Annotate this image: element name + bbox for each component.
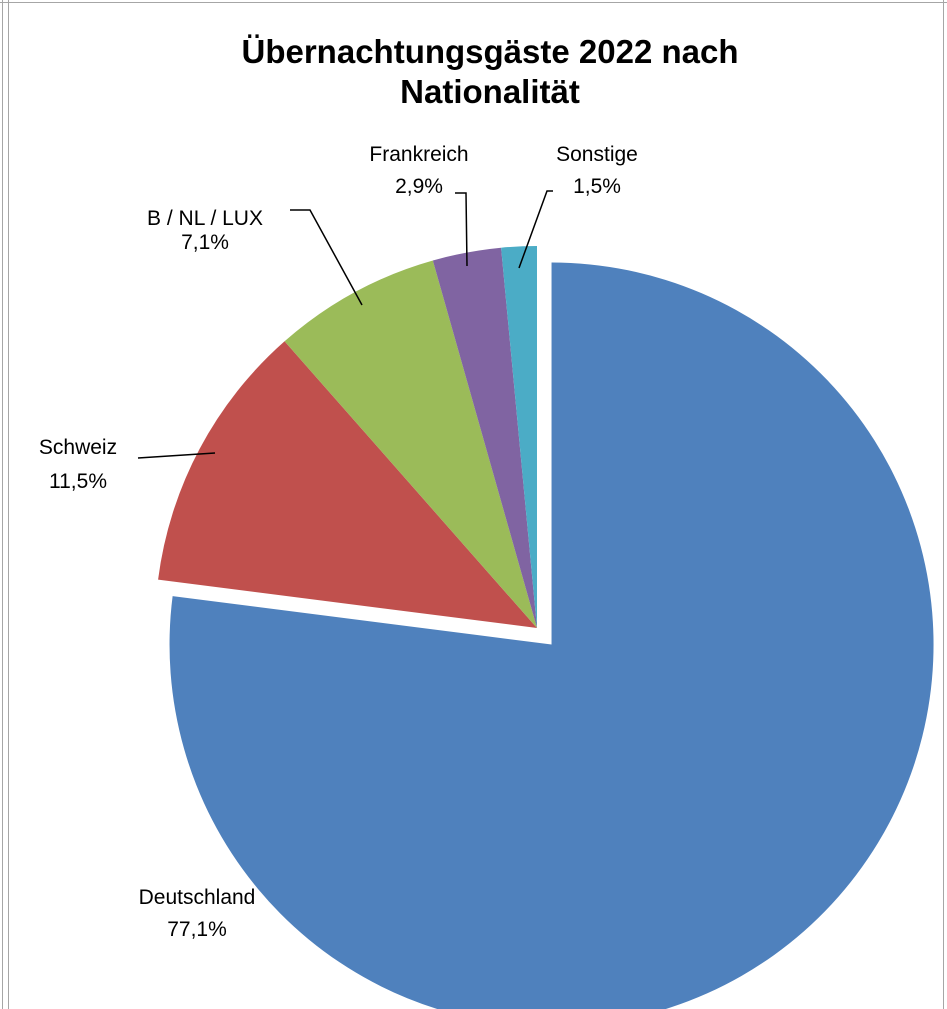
leader-line [455, 192, 468, 267]
chart-title-line-1: Übernachtungsgäste 2022 nach [241, 33, 739, 70]
frame-border-left [2, 0, 3, 1009]
pie-slice-schweiz [158, 341, 537, 628]
leader-line [518, 190, 553, 269]
pie-slices [158, 246, 934, 1009]
slice-label-name: Sonstige [556, 143, 638, 166]
slice-label-value: 2,9% [395, 175, 443, 198]
frame-border-top [0, 2, 947, 3]
slice-label-value: 77,1% [167, 918, 227, 941]
frame-border-left-inner [8, 0, 9, 1009]
leader-lines [137, 190, 553, 459]
frame-border-right [943, 0, 944, 1009]
pie-slice-frankreich [432, 247, 537, 628]
leader-line [290, 209, 363, 306]
slice-label-value: 1,5% [573, 175, 621, 198]
chart-title-line-2: Nationalität [400, 73, 580, 110]
slice-label-value: 11,5% [49, 470, 107, 493]
chart-title: Übernachtungsgäste 2022 nach Nationalitä… [140, 32, 840, 112]
pie-slice-sonstige [501, 246, 537, 628]
slice-label-name: Deutschland [139, 886, 256, 909]
data-labels: Deutschland 77,1% Schweiz 11,5% B / NL / LUX… [39, 143, 638, 941]
pie-slice-deutschland [169, 262, 934, 1009]
leader-line [137, 452, 216, 459]
slice-label-name: B / NL / LUX [147, 207, 263, 230]
pie-slice-b-nl-lux [284, 260, 537, 628]
slice-label-name: Frankreich [369, 143, 468, 166]
slice-label-value: 7,1% [181, 231, 229, 254]
slice-label-name: Schweiz [39, 436, 117, 459]
